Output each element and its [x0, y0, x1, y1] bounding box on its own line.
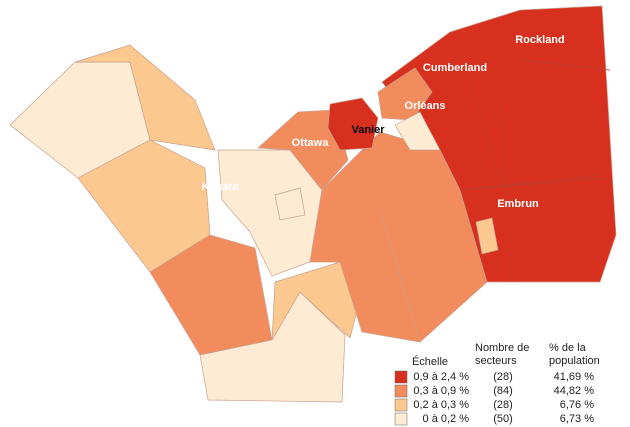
- boundary: [459, 174, 601, 191]
- boundary: [497, 61, 513, 283]
- legend-swatch: [394, 412, 408, 426]
- legend-swatch: [394, 384, 408, 398]
- map: [9, 5, 617, 403]
- legend-count: (50): [493, 413, 513, 425]
- boundary: [459, 177, 606, 191]
- legend-title: Échelle: [412, 355, 448, 368]
- legend-count: (28): [493, 399, 513, 411]
- legend-column-header: secteurs: [475, 355, 517, 367]
- legend-count: (28): [493, 371, 513, 383]
- region: [475, 217, 499, 255]
- place-label: Embrun: [497, 198, 539, 210]
- region: [74, 44, 216, 151]
- region: [149, 234, 273, 356]
- legend-range: 0,2 à 0,3 %: [413, 399, 469, 411]
- region: [257, 109, 349, 191]
- place-label: Cumberland: [423, 62, 487, 74]
- region: [327, 97, 379, 151]
- region: [394, 111, 441, 151]
- legend-column-header: population: [549, 355, 600, 367]
- region: [377, 67, 433, 121]
- place-label: Kanata: [202, 181, 240, 193]
- legend-share: 6,73 %: [560, 413, 594, 425]
- place-labels: Rockland Cumberland Orléans Vanier Ottawa Kan…: [202, 34, 565, 210]
- place-label: Orléans: [405, 100, 446, 112]
- place-label: Ottawa: [292, 137, 330, 149]
- boundary: [379, 209, 421, 343]
- legend-column-header: % de la: [549, 342, 587, 354]
- region: [77, 139, 211, 273]
- place-label: Vanier: [351, 124, 385, 136]
- region: [274, 187, 306, 221]
- legend-range: 0 à 0,2 %: [423, 413, 470, 425]
- legend-range: 0,3 à 0,9 %: [413, 385, 469, 397]
- legend-share: 6,76 %: [560, 399, 594, 411]
- legend-swatch: [394, 370, 408, 384]
- legend-share: 44,82 %: [554, 385, 595, 397]
- legend-column-header: Nombre de: [475, 342, 529, 354]
- place-label: Rockland: [515, 34, 565, 46]
- boundary: [469, 79, 501, 181]
- legend-swatch: [394, 398, 408, 412]
- legend-count: (84): [493, 385, 513, 397]
- legend-share: 41,69 %: [554, 371, 595, 383]
- legend-range: 0,9 à 2,4 %: [413, 371, 469, 383]
- boundary: [519, 59, 611, 71]
